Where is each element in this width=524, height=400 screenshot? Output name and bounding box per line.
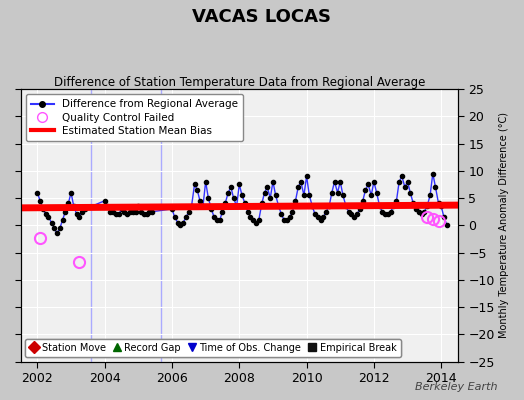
Text: VACAS LOCAS: VACAS LOCAS [192, 8, 332, 26]
Title: Difference of Station Temperature Data from Regional Average: Difference of Station Temperature Data f… [53, 76, 425, 89]
Y-axis label: Monthly Temperature Anomaly Difference (°C): Monthly Temperature Anomaly Difference (… [499, 112, 509, 338]
Legend: Station Move, Record Gap, Time of Obs. Change, Empirical Break: Station Move, Record Gap, Time of Obs. C… [26, 339, 400, 357]
Text: Berkeley Earth: Berkeley Earth [416, 382, 498, 392]
